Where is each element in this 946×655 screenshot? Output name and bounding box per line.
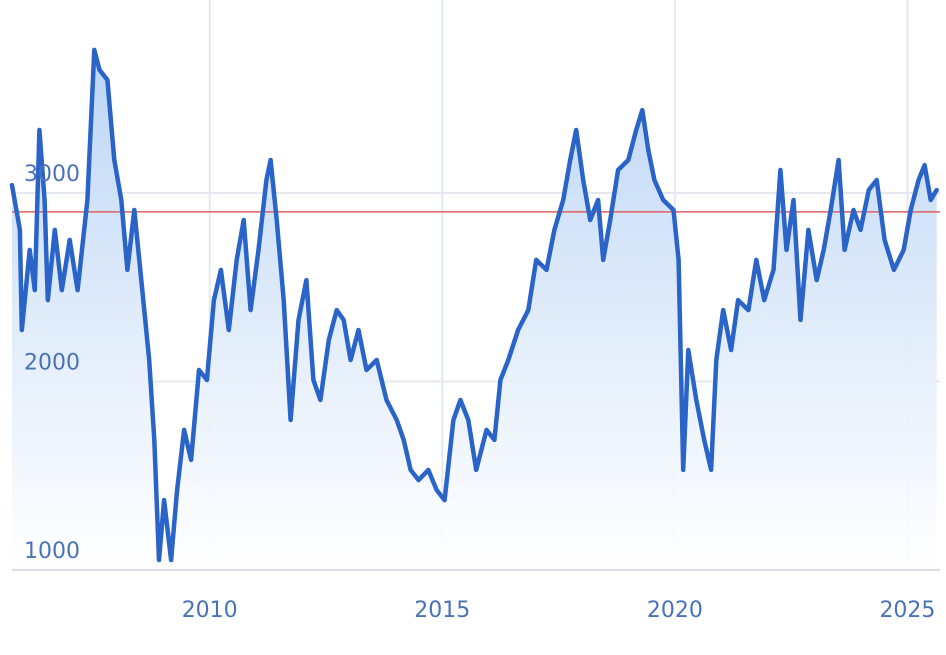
x-tick-label: 2015 xyxy=(414,598,470,623)
x-tick-label: 2025 xyxy=(879,598,935,623)
x-tick-label: 2010 xyxy=(182,598,238,623)
y-tick-label: 1000 xyxy=(24,539,80,564)
y-tick-label: 3000 xyxy=(24,162,80,187)
y-tick-label: 2000 xyxy=(24,351,80,376)
line xyxy=(9,47,939,563)
x-tick-label: 2020 xyxy=(647,598,703,623)
area xyxy=(12,49,937,570)
